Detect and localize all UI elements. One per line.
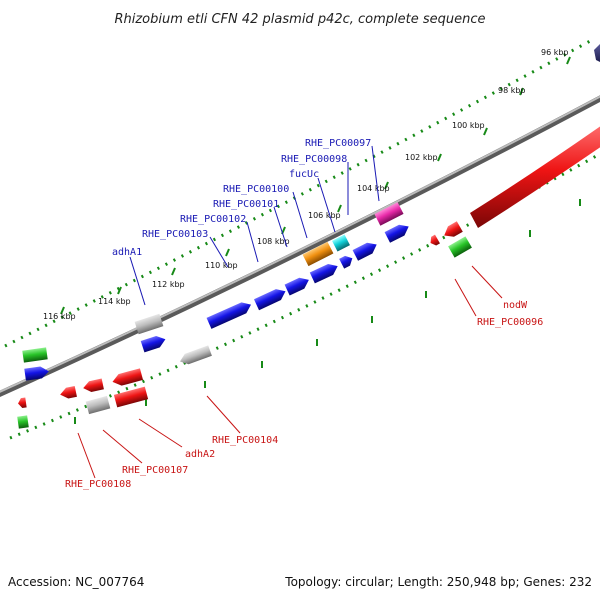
gene-feature-cyan[interactable] — [332, 234, 350, 252]
gene-feature-red[interactable] — [113, 386, 149, 408]
tick-mark — [117, 286, 122, 295]
gene-feature-blue[interactable] — [309, 261, 340, 284]
backbone-highlight — [0, 95, 600, 393]
tick-label: 102 kbp — [405, 153, 438, 162]
gene-feature-red[interactable] — [428, 234, 440, 248]
tick-label: 100 kbp — [452, 121, 485, 130]
gene-label: RHE_PC00104 — [212, 435, 278, 446]
gene-feature-blue[interactable] — [206, 299, 254, 329]
gene-feature-blue[interactable] — [140, 334, 168, 353]
map-title: Rhizobium etli CFN 42 plasmid p42c, comp… — [114, 12, 485, 27]
gene-label: RHE_PC00101 — [213, 199, 279, 210]
gene-feature-red[interactable] — [470, 123, 600, 228]
gene-label: adhA1 — [112, 247, 142, 258]
tick-label: 98 kbp — [498, 86, 526, 95]
gene-feature-magenta[interactable] — [374, 202, 404, 226]
gene-feature-red[interactable] — [441, 221, 463, 240]
gene-feature-green[interactable] — [448, 236, 472, 258]
tick-label: 96 kbp — [541, 48, 569, 57]
accession-text: Accession: NC_007764 — [8, 575, 144, 589]
tick-group: 96 kbp 98 kbp 100 kbp 102 kbp 104 kbp 10… — [43, 48, 571, 321]
tick-mark — [60, 306, 65, 315]
tick-mark — [437, 153, 442, 162]
gene-label: adhA2 — [185, 449, 215, 460]
gene-feature-blue[interactable] — [24, 365, 49, 381]
gene-label: RHE_PC00097 — [305, 138, 371, 149]
gene-feature-blue[interactable] — [284, 274, 312, 296]
tick-mark — [566, 56, 571, 65]
gene-feature-navy[interactable] — [594, 44, 600, 62]
tick-label: 116 kbp — [43, 312, 76, 321]
gene-feature-grey[interactable] — [85, 395, 111, 415]
gene-label: nodW — [503, 300, 528, 311]
gene-label: RHE_PC00100 — [223, 184, 289, 195]
inner-tick-marks — [74, 199, 581, 424]
gene-feature-blue[interactable] — [352, 239, 380, 261]
gene-feature-blue[interactable] — [253, 286, 288, 311]
gene-feature-green[interactable] — [17, 415, 29, 429]
gene-feature-blue[interactable] — [339, 253, 355, 269]
sequence-summary: Topology: circular; Length: 250,948 bp; … — [284, 575, 592, 589]
tick-mark — [225, 248, 230, 257]
tick-label: 110 kbp — [205, 261, 238, 270]
gene-feature-green[interactable] — [22, 347, 48, 363]
tick-label: 108 kbp — [257, 237, 290, 246]
tick-mark — [483, 127, 488, 136]
gene-label: fucUc — [289, 169, 319, 180]
gene-feature-red[interactable] — [59, 385, 77, 400]
gene-label: RHE_PC00098 — [281, 154, 347, 165]
upper-leader-lines — [129, 145, 380, 306]
upper-gene-labels: RHE_PC00097 RHE_PC00098 fucUc RHE_PC0010… — [112, 138, 371, 258]
tick-mark — [171, 267, 176, 276]
gene-feature-grey[interactable] — [178, 345, 212, 366]
tick-mark — [519, 87, 524, 96]
tick-label: 114 kbp — [98, 297, 131, 306]
tick-mark — [337, 204, 342, 213]
gene-label: RHE_PC00103 — [142, 229, 208, 240]
gene-label: RHE_PC00107 — [122, 465, 188, 476]
gene-feature-orange[interactable] — [302, 241, 334, 267]
lower-leader-lines — [77, 265, 503, 479]
gene-feature-red[interactable] — [82, 378, 104, 394]
gene-feature-grey[interactable] — [134, 313, 164, 335]
lower-gene-labels: nodW RHE_PC00096 RHE_PC00104 adhA2 RHE_P… — [65, 300, 543, 490]
gene-feature-red[interactable] — [17, 397, 27, 409]
tick-label: 112 kbp — [152, 280, 185, 289]
gene-label: RHE_PC00108 — [65, 479, 131, 490]
backbone-circle — [0, 95, 600, 398]
gene-label: RHE_PC00102 — [180, 214, 246, 225]
tick-mark — [384, 181, 389, 190]
tick-label: 106 kbp — [308, 211, 341, 220]
feature-track — [17, 44, 600, 429]
gene-label: RHE_PC00096 — [477, 317, 543, 328]
gene-feature-blue[interactable] — [384, 221, 412, 243]
outer-tick-track — [4, 38, 593, 348]
gene-feature-red[interactable] — [111, 368, 144, 387]
tick-label: 104 kbp — [357, 184, 390, 193]
